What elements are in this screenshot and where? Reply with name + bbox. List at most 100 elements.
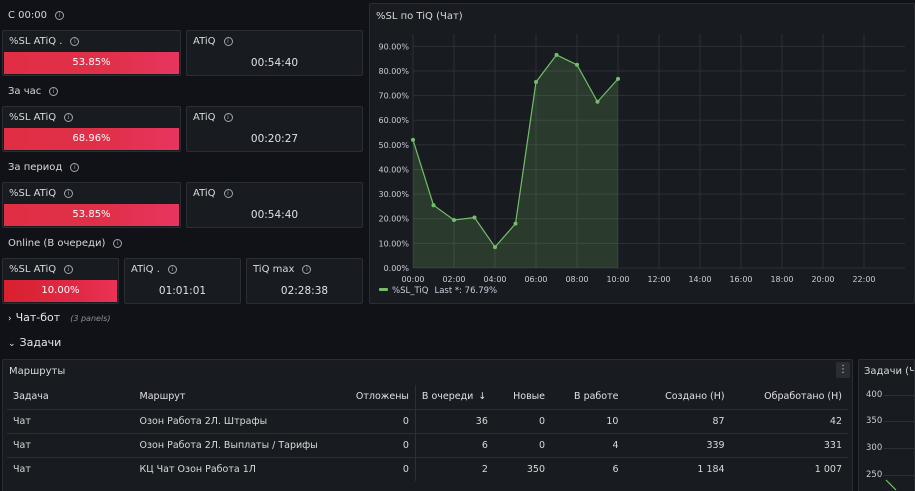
stat-sl-atiq-3[interactable]: %SL ATiQ 53.85% xyxy=(2,182,181,228)
table-cell: 339 xyxy=(624,432,731,457)
stat-atiq-4[interactable]: ATiQ . 01:01:01 xyxy=(124,258,241,304)
info-icon[interactable] xyxy=(70,37,80,46)
y-tick-label: 350 xyxy=(866,416,883,426)
info-icon[interactable] xyxy=(223,37,233,46)
arrow-down-icon: ↓ xyxy=(478,391,487,403)
panel-title: Задачи (Чат) xyxy=(864,366,915,377)
table-cell: 6 xyxy=(414,432,494,457)
table-cell: 6 xyxy=(551,456,625,481)
info-icon[interactable] xyxy=(167,265,177,274)
info-icon[interactable] xyxy=(223,189,233,198)
info-icon[interactable] xyxy=(223,113,233,122)
column-header[interactable]: Новые xyxy=(513,391,546,403)
data-point xyxy=(554,52,559,57)
tasks-chat-panel[interactable]: Задачи (Чат) 400 350 300 250 xyxy=(858,359,915,491)
row-tasks[interactable]: ⌄ Задачи xyxy=(8,336,61,349)
column-header[interactable]: В работе xyxy=(574,391,619,403)
table-cell: 0 xyxy=(327,456,416,481)
data-point xyxy=(513,221,518,226)
table-row[interactable]: Чат Озон Работа 2Л. Штрафы 0 36 0 10 87 … xyxy=(7,408,848,433)
stat-atiq-1[interactable]: ATiQ 00:54:40 xyxy=(186,30,363,76)
info-icon[interactable] xyxy=(113,239,123,248)
atiq-value: 00:54:40 xyxy=(250,57,299,69)
stat-atiq-3[interactable]: ATiQ 00:54:40 xyxy=(186,182,363,228)
stat-sl-atiq-1[interactable]: %SL ATiQ . 53.85% xyxy=(2,30,181,76)
section-label: За час xyxy=(8,86,42,97)
table-cell: Чат xyxy=(7,456,134,481)
sl-by-tiq-chart: 0.00% 10.00% 20.00% 30.00% 40.00% 50.00% 60.00… xyxy=(378,34,905,284)
data-point xyxy=(431,203,436,208)
row-panel-count: (3 panels) xyxy=(70,314,111,323)
table-cell: 1 007 xyxy=(730,456,848,481)
info-icon[interactable] xyxy=(54,11,64,20)
stat-sl-atiq-2[interactable]: %SL ATiQ 68.96% xyxy=(2,106,181,152)
y-tick-label: 400 xyxy=(866,390,883,400)
panel-title: TiQ max xyxy=(253,264,312,275)
series-area xyxy=(413,54,618,268)
x-tick-label: 02:00 xyxy=(442,275,465,284)
grid-line xyxy=(884,395,914,396)
column-header[interactable]: Маршрут xyxy=(139,391,186,403)
stat-sl-atiq-4[interactable]: %SL ATiQ 10.00% xyxy=(2,258,119,304)
data-point xyxy=(595,99,600,104)
row-chatbot[interactable]: › Чат-бот (3 panels) xyxy=(8,311,110,324)
table-row[interactable]: Чат КЦ Чат Озон Работа 1Л 0 2 350 6 1 18… xyxy=(7,456,848,481)
data-point xyxy=(411,137,415,142)
info-icon[interactable] xyxy=(64,189,74,198)
info-icon[interactable] xyxy=(302,265,312,274)
stat-atiq-2[interactable]: ATiQ 00:20:27 xyxy=(186,106,363,152)
table-cell: 0 xyxy=(493,408,552,433)
section-label: С 00:00 xyxy=(8,10,47,21)
data-point xyxy=(534,80,538,85)
column-header[interactable]: Отложены xyxy=(355,391,409,403)
column-header[interactable]: Обработано (Н) xyxy=(764,391,842,403)
sl-value-bar: 53.85% xyxy=(4,52,179,74)
info-icon[interactable] xyxy=(64,113,74,122)
table-cell: 0 xyxy=(327,408,416,433)
table-cell: Чат xyxy=(7,432,134,457)
x-tick-label: 00:00 xyxy=(401,275,424,284)
routes-table-panel[interactable]: Маршруты ⋮ Задача Маршрут Отложены В оче… xyxy=(2,359,853,491)
info-icon[interactable] xyxy=(49,87,59,96)
section-label: За период xyxy=(8,162,63,173)
x-tick-label: 10:00 xyxy=(606,275,629,284)
panel-title: %SL ATiQ xyxy=(9,264,74,275)
table-cell: 42 xyxy=(730,408,848,433)
x-tick-label: 20:00 xyxy=(811,275,834,284)
column-header-sorted[interactable]: В очереди ↓ xyxy=(414,385,494,409)
panel-title: ATiQ xyxy=(193,188,233,199)
sl-by-tiq-chart-panel[interactable]: %SL по TiQ (Чат) 0.00% 10.00% 20.00% 30.00%… xyxy=(369,3,915,304)
chart-legend[interactable]: %SL_TiQ Last *: 76.79% xyxy=(379,286,497,296)
grid-line xyxy=(884,475,914,476)
row-title-label: Чат-бот xyxy=(15,311,61,324)
panel-title: %SL ATiQ xyxy=(9,112,74,123)
table-cell: 0 xyxy=(327,432,416,457)
table-row[interactable]: Чат Озон Работа 2Л. Выплаты / Тарифы 0 6… xyxy=(7,432,848,457)
table-cell: Озон Работа 2Л. Штрафы xyxy=(133,408,328,433)
sl-value-bar: 10.00% xyxy=(4,280,117,302)
panel-title: ATiQ xyxy=(193,36,233,47)
routes-table: Задача Маршрут Отложены В очереди ↓ Новые… xyxy=(7,385,848,481)
table-header-row: Задача Маршрут Отложены В очереди ↓ Новые… xyxy=(7,385,848,409)
atiq-value: 00:20:27 xyxy=(250,133,299,145)
info-icon[interactable] xyxy=(64,265,74,274)
y-tick-label: 90.00% xyxy=(378,42,409,51)
stat-tiq-max[interactable]: TiQ max 02:28:38 xyxy=(246,258,363,304)
column-header[interactable]: Создано (Н) xyxy=(665,391,725,403)
column-header[interactable]: Задача xyxy=(13,391,49,403)
table-cell: 0 xyxy=(493,432,552,457)
x-tick-label: 12:00 xyxy=(647,275,670,284)
chevron-right-icon: › xyxy=(8,314,12,324)
info-icon[interactable] xyxy=(70,163,80,172)
data-point xyxy=(472,215,477,220)
tasks-series-line xyxy=(885,479,897,491)
table-cell: 331 xyxy=(730,432,848,457)
table-cell: КЦ Чат Озон Работа 1Л xyxy=(133,456,328,481)
legend-swatch xyxy=(379,288,388,291)
panel-title: %SL ATiQ . xyxy=(9,36,80,47)
table-cell: 10 xyxy=(551,408,625,433)
panel-menu-icon[interactable]: ⋮ xyxy=(836,362,850,378)
sl-value-bar: 53.85% xyxy=(4,204,179,226)
panel-title: ATiQ . xyxy=(131,264,177,275)
sl-value-bar: 68.96% xyxy=(4,128,179,150)
